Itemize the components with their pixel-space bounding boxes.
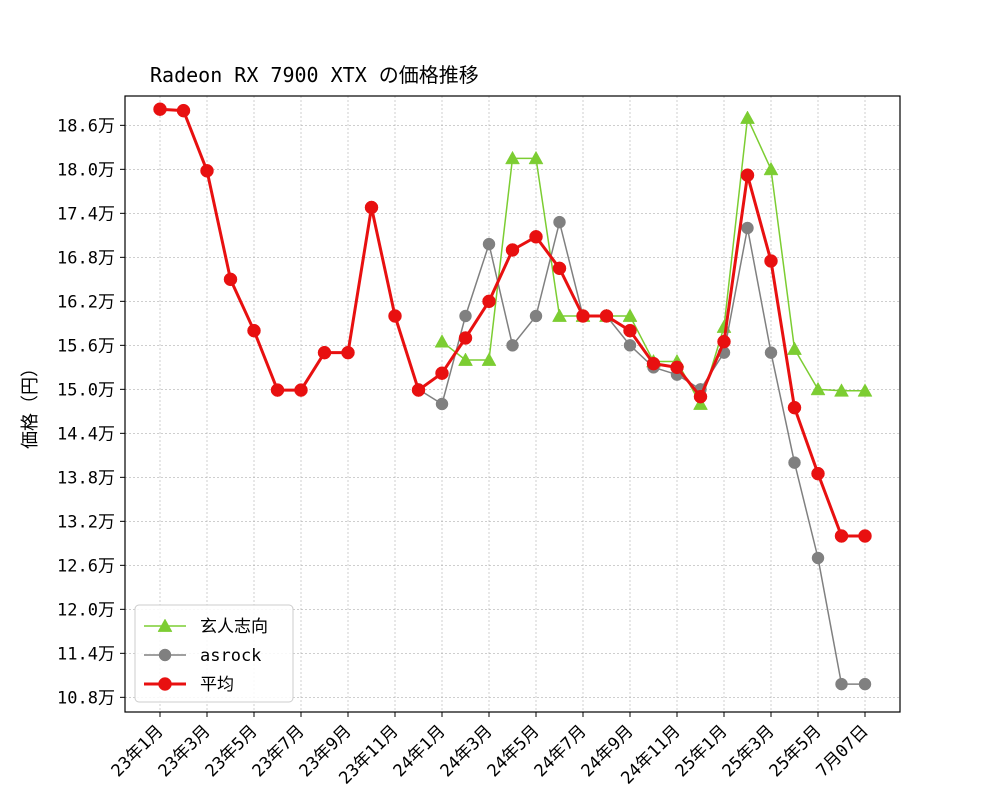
legend: 玄人志向 asrock 平均 [134, 604, 294, 703]
data-point [810, 381, 826, 396]
data-point [858, 677, 872, 691]
series-layer [153, 102, 873, 691]
legend-box [134, 604, 294, 703]
data-point [834, 529, 849, 543]
y-tick-label: 18.0万 [57, 160, 115, 180]
data-point [741, 221, 754, 235]
data-point [740, 110, 755, 124]
plot-frame [124, 95, 901, 713]
data-point [858, 529, 872, 543]
data-point [740, 168, 755, 182]
y-tick-label: 16.2万 [57, 292, 115, 312]
y-axis-label: 価格（円） [20, 359, 41, 449]
series-1 [412, 215, 872, 691]
y-tick-label: 18.6万 [57, 116, 115, 136]
legend-label: 平均 [200, 675, 234, 695]
data-point [646, 356, 661, 371]
data-point [482, 237, 496, 251]
data-point [223, 272, 238, 287]
legend-marker [157, 618, 173, 632]
data-point [787, 341, 802, 355]
data-point [623, 339, 637, 352]
data-point [481, 352, 497, 366]
chart-title: Radeon RX 7900 XTX の価格推移 [150, 63, 479, 87]
legend-marker [158, 648, 172, 662]
data-point [341, 345, 355, 360]
legend-label: asrock [200, 646, 261, 666]
data-point [529, 230, 543, 244]
data-point [435, 397, 449, 411]
y-tick-label: 10.8万 [57, 688, 115, 708]
data-point [505, 243, 520, 257]
data-point [834, 383, 849, 397]
legend-marker [158, 677, 172, 691]
data-point [434, 334, 450, 348]
data-point [717, 334, 731, 349]
data-point [411, 383, 426, 397]
data-point [835, 677, 848, 691]
data-point [623, 323, 637, 338]
data-point [388, 309, 402, 323]
data-point [459, 309, 472, 323]
data-point [857, 383, 873, 397]
series-line [418, 221, 865, 685]
data-point [364, 200, 379, 215]
y-axis-ticks: 10.8万 11.4万 12.0万 12.6万 13.2万 13.8万 14.4万 15.0万… [57, 116, 125, 708]
data-point [576, 309, 590, 323]
data-point [435, 366, 449, 380]
y-tick-label: 13.8万 [57, 468, 115, 488]
data-point [458, 352, 473, 366]
data-point [506, 339, 519, 352]
data-point [294, 383, 308, 397]
y-tick-label: 11.4万 [57, 644, 115, 664]
y-tick-label: 12.0万 [57, 600, 115, 620]
data-point [153, 102, 167, 116]
y-tick-label: 15.6万 [57, 336, 115, 356]
data-point [599, 309, 614, 323]
data-point [529, 309, 543, 323]
data-point [528, 150, 544, 165]
data-point [693, 389, 708, 404]
data-point [622, 308, 638, 322]
data-point [270, 383, 285, 397]
data-point [458, 331, 473, 345]
y-tick-label: 14.4万 [57, 424, 115, 444]
data-point [176, 103, 191, 118]
data-point [764, 254, 778, 268]
data-point [553, 215, 566, 229]
y-tick-label: 15.0万 [57, 380, 115, 400]
series-2 [153, 102, 872, 543]
x-tick-label: 7月07日 [813, 721, 873, 781]
data-point [200, 164, 214, 178]
data-point [763, 161, 779, 176]
legend-label: 玄人志向 [200, 617, 268, 637]
data-point [247, 323, 261, 338]
data-point [788, 456, 801, 469]
y-tick-label: 13.2万 [57, 512, 115, 532]
data-point [505, 150, 520, 165]
data-point [787, 400, 802, 415]
data-point [811, 466, 825, 481]
data-point [552, 261, 567, 276]
data-point [764, 346, 778, 359]
series-line [159, 107, 865, 538]
y-tick-label: 12.6万 [57, 556, 115, 576]
y-tick-label: 17.4万 [57, 204, 115, 224]
y-tick-label: 16.8万 [57, 248, 115, 268]
data-point [482, 294, 496, 309]
data-point [670, 360, 684, 375]
data-point [552, 308, 567, 322]
data-point [811, 551, 825, 565]
x-axis-ticks: 23年1月23年3月23年5月23年7月23年9月23年11月24年1月24年3… [108, 712, 873, 789]
data-point [317, 345, 332, 360]
